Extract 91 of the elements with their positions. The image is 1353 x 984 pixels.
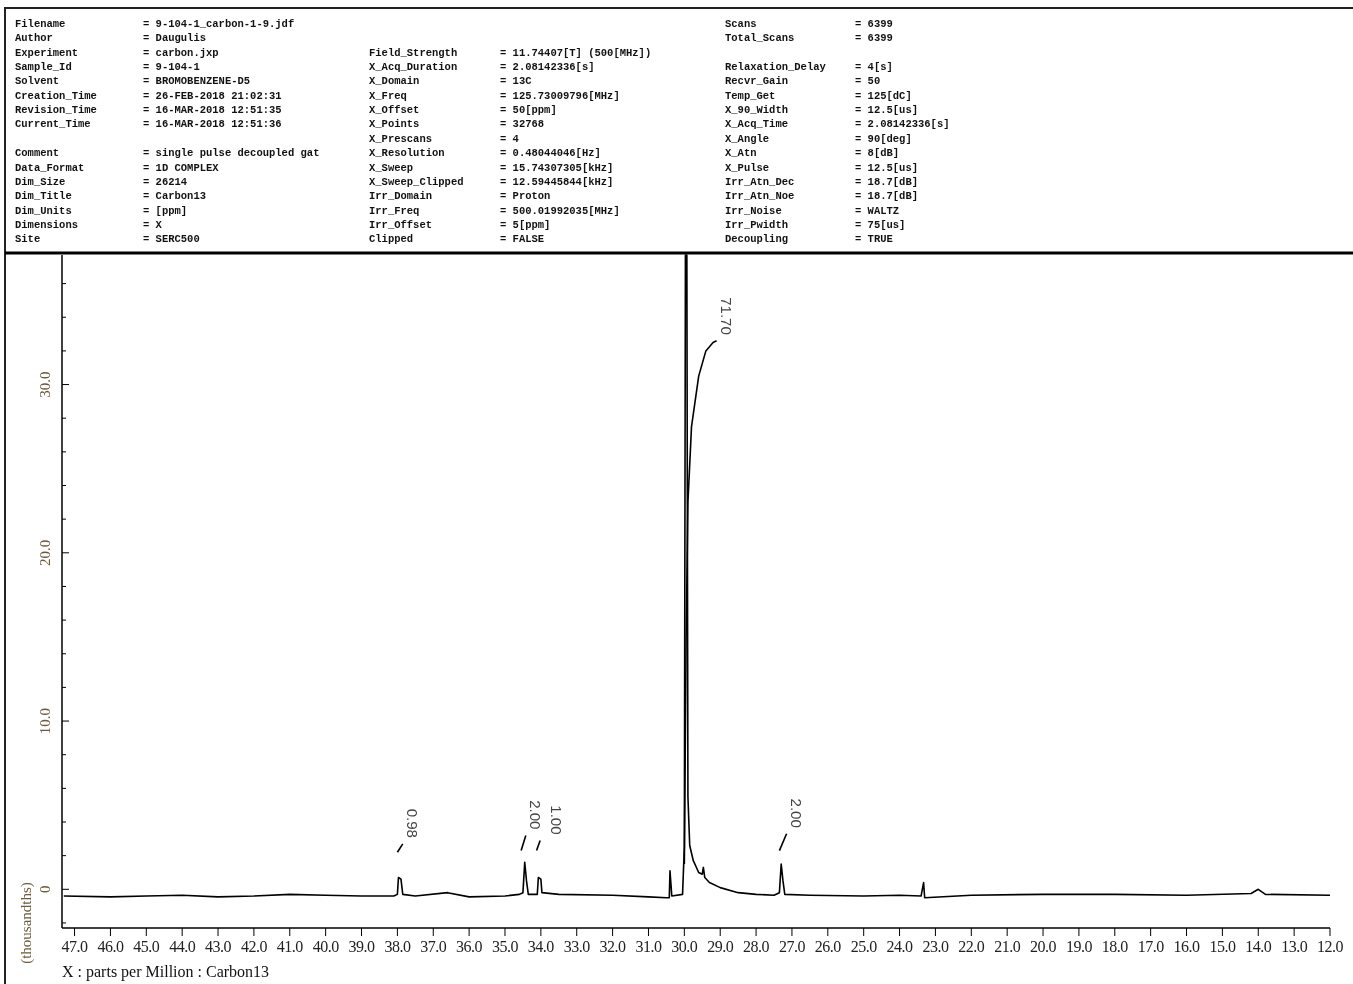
text: X_Resolution = 0.48044046[Hz]: [369, 147, 601, 160]
text: Relaxation_Delay = 4[s]: [725, 61, 893, 74]
text: Solvent = BROMOBENZENE-D5: [15, 75, 251, 88]
text: X_90_Width = 12.5[us]: [725, 104, 919, 117]
text: Revision_Time = 16-MAR-2018 12:51:35: [15, 104, 282, 117]
text: Irr_Domain = Proton: [369, 190, 551, 203]
y-tick-label: 10.0: [37, 707, 53, 735]
x-tick-label: 22.0: [958, 938, 985, 955]
y-tick-label: 20.0: [37, 539, 53, 566]
text: Field_Strength = 11.74407[T] (500[MHz]): [369, 46, 652, 59]
x-tick-label: 29.0: [707, 938, 734, 955]
x-tick-label: 38.0: [384, 938, 411, 955]
text: Creation_Time = 26-FEB-2018 21:02:31: [15, 89, 282, 102]
x-tick-label: 19.0: [1065, 938, 1093, 955]
x-tick-label: 39.0: [348, 938, 376, 955]
x-tick-label: 37.0: [420, 938, 447, 955]
x-tick-label: 26.0: [814, 938, 842, 955]
x-tick-label: 35.0: [491, 938, 519, 955]
text: Recvr_Gain = 50: [725, 75, 881, 88]
text: Irr_Noise = WALTZ: [725, 204, 900, 217]
text: Irr_Atn_Noe = 18.7[dB]: [725, 190, 919, 203]
text: Dimensions = X: [15, 218, 162, 231]
text: X_Acq_Duration = 2.08142336[s]: [369, 61, 595, 74]
x-tick-label: 43.0: [205, 938, 232, 955]
x-tick-label: 21.0: [994, 938, 1021, 955]
text: X_Domain = 13C: [369, 75, 532, 88]
text: Filename = 9-104-1_carbon-1-9.jdf: [15, 18, 295, 30]
x-tick-label: 13.0: [1281, 938, 1308, 955]
x-tick-label: 42.0: [240, 938, 268, 955]
text: Sample_Id = 9-104-1: [15, 61, 200, 74]
text: Decoupling = TRUE: [725, 233, 893, 246]
x-tick-label: 34.0: [527, 938, 555, 955]
text: Dim_Title = Carbon13: [15, 190, 207, 203]
annotation: 1.00: [547, 805, 565, 835]
y-tick-label: 30.0: [37, 371, 53, 398]
text: X_Sweep_Clipped = 12.59445844[kHz]: [369, 175, 614, 188]
text: Irr_Pwidth = 75[us]: [725, 218, 906, 231]
text: Irr_Atn_Dec = 18.7[dB]: [725, 175, 919, 188]
text: X_Prescans = 4: [369, 132, 519, 145]
text: Irr_Freq = 500.01992035[MHz]: [369, 204, 620, 217]
x-tick-label: 27.0: [778, 938, 806, 955]
x-tick-label: 47.0: [61, 938, 89, 955]
text: Irr_Offset = 5[ppm]: [369, 218, 551, 231]
x-tick-label: 30.0: [671, 938, 698, 955]
x-tick-label: 18.0: [1101, 938, 1129, 955]
x-tick-label: 41.0: [276, 938, 304, 955]
text: X_Points = 32768: [369, 118, 545, 131]
x-tick-label: 40.0: [312, 938, 340, 955]
text: Data_Format = 1D COMPLEX: [15, 161, 219, 174]
text: X_Acq_Time = 2.08142336[s]: [725, 118, 950, 131]
text: Site = SERC500: [15, 233, 200, 246]
x-tick-label: 24.0: [886, 938, 914, 955]
annotation: 2.00: [788, 798, 806, 828]
text: X_Sweep = 15.74307305[kHz]: [369, 161, 614, 174]
text: Temp_Get = 125[dC]: [725, 89, 912, 102]
text: Author = Daugulis: [15, 32, 207, 45]
text: X_Freq = 125.73009796[MHz]: [369, 89, 620, 102]
x-tick-label: 20.0: [1030, 938, 1057, 955]
text: Dim_Size = 26214: [15, 175, 188, 188]
text: Clipped = FALSE: [369, 233, 545, 246]
y-tick-label: 0: [37, 885, 53, 894]
x-tick-label: 45.0: [133, 938, 160, 955]
text: Dim_Units = [ppm]: [15, 204, 188, 217]
x-tick-label: 33.0: [563, 938, 591, 955]
text: X_Offset = 50[ppm]: [369, 104, 557, 117]
x-axis-title: X : parts per Million : Carbon13: [62, 963, 270, 981]
text: Scans = 6399: [725, 18, 893, 30]
x-tick-label: 32.0: [599, 938, 627, 955]
text: Total_Scans = 6399: [725, 32, 893, 45]
x-tick-label: 16.0: [1173, 938, 1201, 955]
annotation: 71.70: [718, 297, 736, 335]
x-tick-label: 28.0: [743, 938, 770, 955]
x-tick-label: 17.0: [1137, 938, 1165, 955]
text: X_Pulse = 12.5[us]: [725, 161, 919, 174]
x-tick-label: 25.0: [850, 938, 878, 955]
x-tick-label: 23.0: [922, 938, 949, 955]
text: X_Angle = 90[deg]: [725, 132, 912, 145]
x-tick-label: 44.0: [169, 938, 196, 955]
x-tick-label: 31.0: [635, 938, 662, 955]
x-tick-label: 14.0: [1245, 938, 1272, 955]
x-tick-label: 15.0: [1209, 938, 1236, 955]
x-tick-label: 46.0: [97, 938, 124, 955]
text: Experiment = carbon.jxp: [15, 46, 219, 59]
x-tick-label: 12.0: [1317, 938, 1344, 955]
text: Comment = single pulse decoupled gat: [15, 147, 320, 160]
text: X_Atn = 8[dB]: [725, 147, 900, 160]
annotation: 2.00: [527, 800, 545, 830]
y-axis-title: (thousandths): [18, 882, 36, 964]
x-tick-label: 36.0: [456, 938, 483, 955]
annotation: 0.98: [404, 808, 422, 838]
text: Current_Time = 16-MAR-2018 12:51:36: [15, 118, 282, 131]
